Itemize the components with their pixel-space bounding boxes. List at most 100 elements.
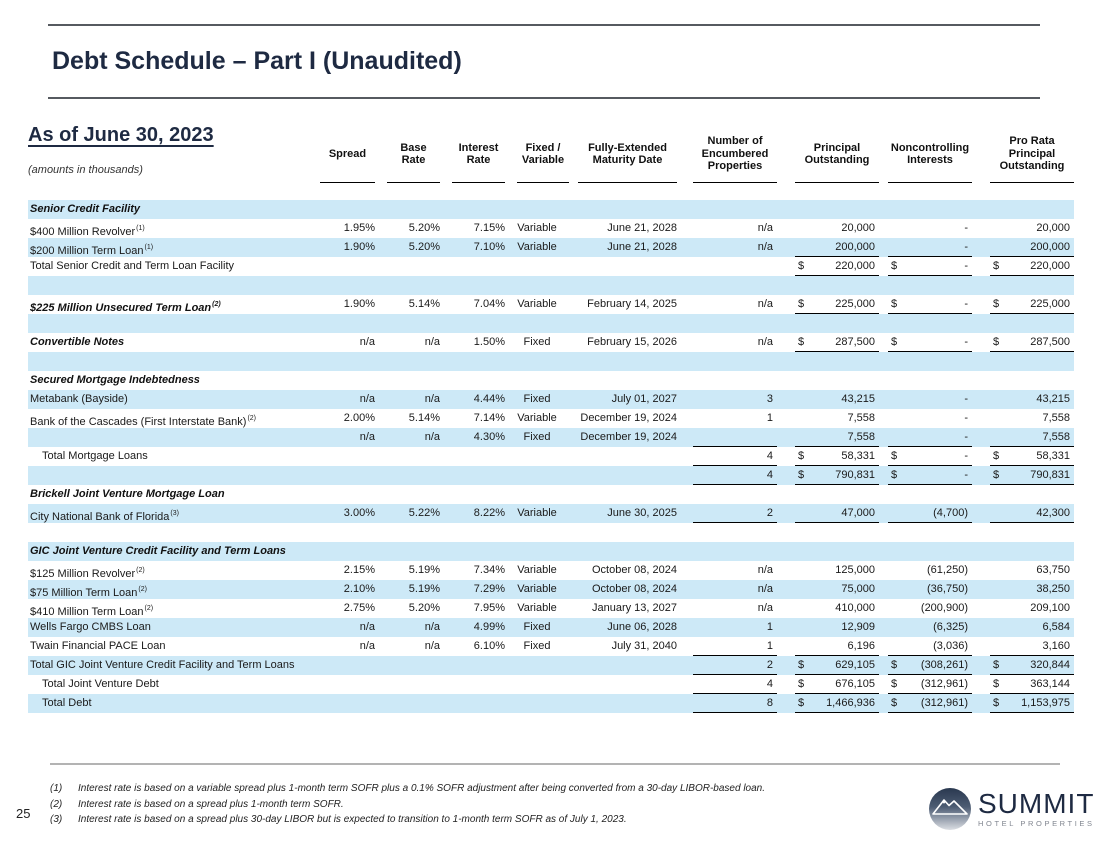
cell-props: 1: [685, 409, 777, 428]
amount-value: 629,105: [835, 659, 875, 671]
amount-value: 363,144: [1030, 678, 1070, 690]
amount-box: 200,000: [795, 238, 879, 257]
amount-box: 47,000: [795, 504, 879, 523]
dollar-sign: $: [891, 450, 898, 462]
cell-base: [375, 542, 440, 561]
amount-box: 4: [693, 466, 777, 485]
footnote-number: (3): [50, 814, 63, 825]
header-line: Interests: [907, 154, 953, 166]
amount-value: 58,331: [841, 450, 875, 462]
cell-prorata: [972, 371, 1074, 390]
amount-box: 410,000: [795, 599, 879, 618]
dollar-sign: $: [798, 469, 805, 481]
cell-principal: [777, 200, 879, 219]
amount-value: 20,000: [841, 222, 875, 234]
amount-box: 38,250: [990, 580, 1074, 599]
amount-box: n/a: [693, 219, 777, 238]
amount-value: 43,215: [1036, 393, 1070, 405]
amount-value: 38,250: [1036, 583, 1070, 595]
column-header-base: Base Rate: [375, 126, 440, 183]
cell-base: 5.14%: [408, 412, 440, 424]
header-line: Noncontrolling: [890, 141, 970, 154]
loan-name-cell: Total Senior Credit and Term Loan Facili…: [30, 260, 235, 272]
dollar-sign: $: [993, 298, 1000, 310]
amount-box: $220,000: [795, 257, 879, 276]
cell-principal: 6,196: [777, 637, 879, 656]
cell-nci: [879, 542, 972, 561]
loan-name-cell: Secured Mortgage Indebtedness: [30, 374, 200, 386]
cell-fv: Fixed: [523, 393, 551, 405]
table-row: $125 Million Revolver(2) 2.15% 5.19% 7.34% V…: [28, 561, 1074, 580]
loan-name-cell: Twain Financial PACE Loan: [30, 640, 166, 652]
loan-name-cell: [28, 428, 320, 447]
header-line: Base: [400, 141, 427, 154]
cell-props: [685, 542, 777, 561]
loan-name-cell: Bank of the Cascades (First Interstate B…: [30, 415, 256, 428]
cell-fv: Variable: [517, 412, 557, 424]
cell-interest: 1.50%: [473, 336, 505, 348]
cell-fv: [505, 257, 569, 276]
amount-value: 1: [766, 621, 773, 633]
section-row: Secured Mortgage Indebtedness: [28, 371, 1074, 390]
amount-box: $1,466,936: [795, 694, 879, 713]
amount-box: [990, 371, 1074, 390]
amount-box: 2: [693, 656, 777, 675]
footnote-marker: (2): [136, 567, 145, 574]
cell-interest: [440, 542, 505, 561]
amount-box: 6,584: [990, 618, 1074, 637]
amount-box: 20,000: [795, 219, 879, 238]
cell-fv: Fixed: [523, 431, 551, 443]
cell-fv: [505, 485, 569, 504]
cell-nci: [879, 200, 972, 219]
amount-box: (36,750): [888, 580, 972, 599]
amount-box: $220,000: [990, 257, 1074, 276]
amount-value: 75,000: [841, 583, 875, 595]
loan-name-cell: $75 Million Term Loan(2): [30, 586, 147, 599]
footnote-marker: (3): [170, 510, 179, 517]
cell-props: 1: [685, 637, 777, 656]
header-line: Spread: [328, 147, 367, 160]
amount-value: 790,831: [1030, 469, 1070, 481]
cell-spread: 1.95%: [343, 222, 375, 234]
amount-box: 1: [693, 637, 777, 656]
table-row: Wells Fargo CMBS Loan n/a n/a 4.99% Fixed Jun…: [28, 618, 1074, 637]
amount-value: 20,000: [1036, 222, 1070, 234]
cell-spread: [320, 694, 375, 713]
cell-maturity: December 19, 2024: [580, 431, 677, 443]
cell-interest: 7.34%: [473, 564, 505, 576]
cell-prorata: [972, 542, 1074, 561]
header-spacer: [28, 126, 320, 182]
cell-spread: [320, 447, 375, 466]
cell-nci: -: [879, 390, 972, 409]
cell-base: 5.19%: [408, 583, 440, 595]
cell-interest: 7.10%: [473, 241, 505, 253]
amount-value: n/a: [757, 583, 773, 595]
cell-fv: Variable: [517, 298, 557, 310]
amount-value: 225,000: [835, 298, 875, 310]
cell-base: n/a: [424, 393, 440, 405]
header-line: Outstanding: [999, 160, 1065, 173]
amount-box: [795, 542, 879, 561]
loan-name-cell: Total Debt: [42, 697, 92, 709]
cell-props: 4: [685, 675, 777, 694]
cell-interest: 6.10%: [473, 640, 505, 652]
cell-principal: $225,000: [777, 295, 879, 314]
table-row: Total Senior Credit and Term Loan Facili…: [28, 257, 1074, 276]
table-row: $400 Million Revolver(1) 1.95% 5.20% 7.15% V…: [28, 219, 1074, 238]
amount-box: [693, 485, 777, 504]
header-line: Variable: [521, 154, 565, 166]
cell-interest: [440, 200, 505, 219]
cell-props: n/a: [685, 580, 777, 599]
column-header-label: Fixed / Variable: [517, 126, 569, 183]
debt-table: Spread Base Rate Interest Rate Fixed / Variabl…: [28, 126, 1074, 713]
cell-prorata: $287,500: [972, 333, 1074, 352]
cell-prorata: 3,160: [972, 637, 1074, 656]
header-line: Properties: [707, 160, 763, 173]
cell-interest: 4.99%: [473, 621, 505, 633]
amount-box: 63,750: [990, 561, 1074, 580]
table-row: Convertible Notes n/a n/a 1.50% Fixed Februar…: [28, 333, 1074, 352]
footnote-number: (2): [50, 798, 63, 810]
cell-spread: [320, 675, 375, 694]
cell-fv: [505, 466, 569, 485]
amount-value: 43,215: [841, 393, 875, 405]
